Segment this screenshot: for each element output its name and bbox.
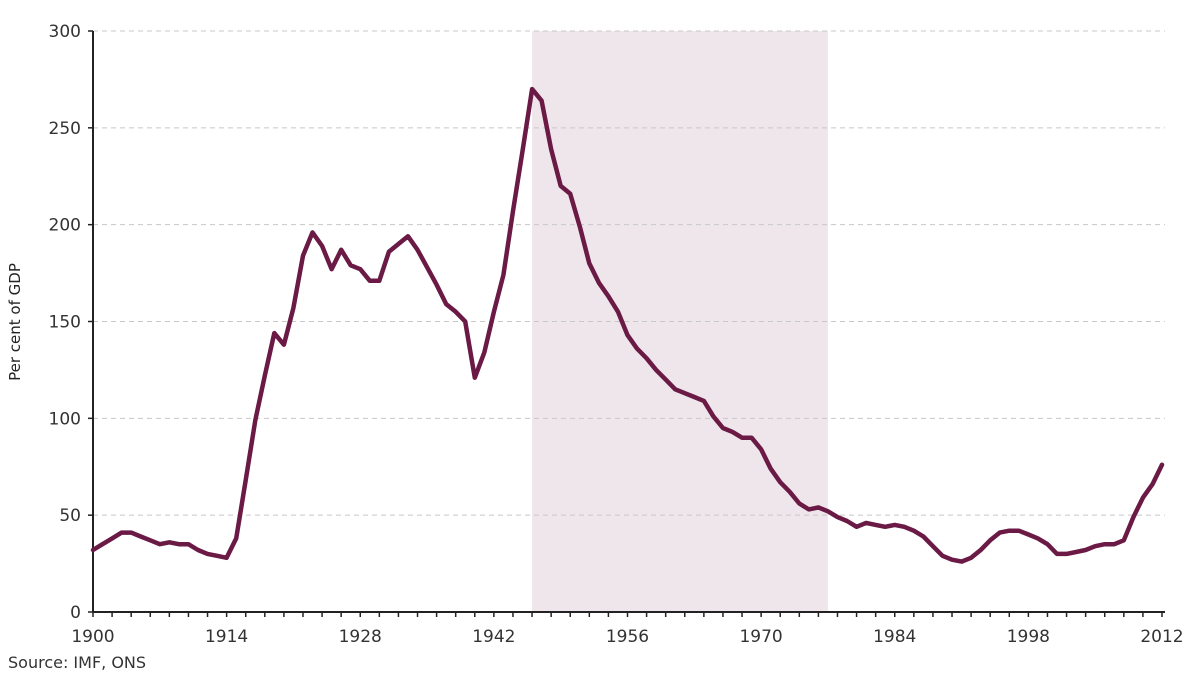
y-tick-label: 250 (49, 119, 81, 139)
y-tick-label: 0 (70, 603, 81, 623)
x-tick-label: 1900 (71, 627, 114, 647)
y-tick-label: 100 (49, 409, 81, 429)
x-tick-label: 1984 (873, 627, 916, 647)
y-tick-label: 150 (49, 313, 81, 333)
x-axis: 1900 1914 1928 1942 1956 1970 1984 1998 2012 (71, 611, 1184, 647)
y-tick-label: 50 (59, 506, 81, 526)
x-tick-label: 1970 (739, 627, 782, 647)
y-axis-label: Per cent of GDP (6, 263, 24, 381)
y-axis: 0 50 100 150 200 250 300 (49, 22, 94, 623)
x-tick-label: 1998 (1007, 627, 1050, 647)
data-series (90, 86, 1165, 564)
source-note: Source: IMF, ONS (8, 653, 147, 672)
x-tick-label: 1956 (606, 627, 649, 647)
y-tick-label: 300 (49, 22, 81, 42)
gridlines (93, 30, 1165, 516)
x-tick-label: 1928 (339, 627, 382, 647)
x-tick-label: 1942 (472, 627, 515, 647)
x-tick-label: 1914 (205, 627, 248, 647)
debt-line (90, 86, 1165, 564)
x-tick-label: 2012 (1140, 627, 1183, 647)
y-tick-label: 200 (49, 216, 81, 236)
